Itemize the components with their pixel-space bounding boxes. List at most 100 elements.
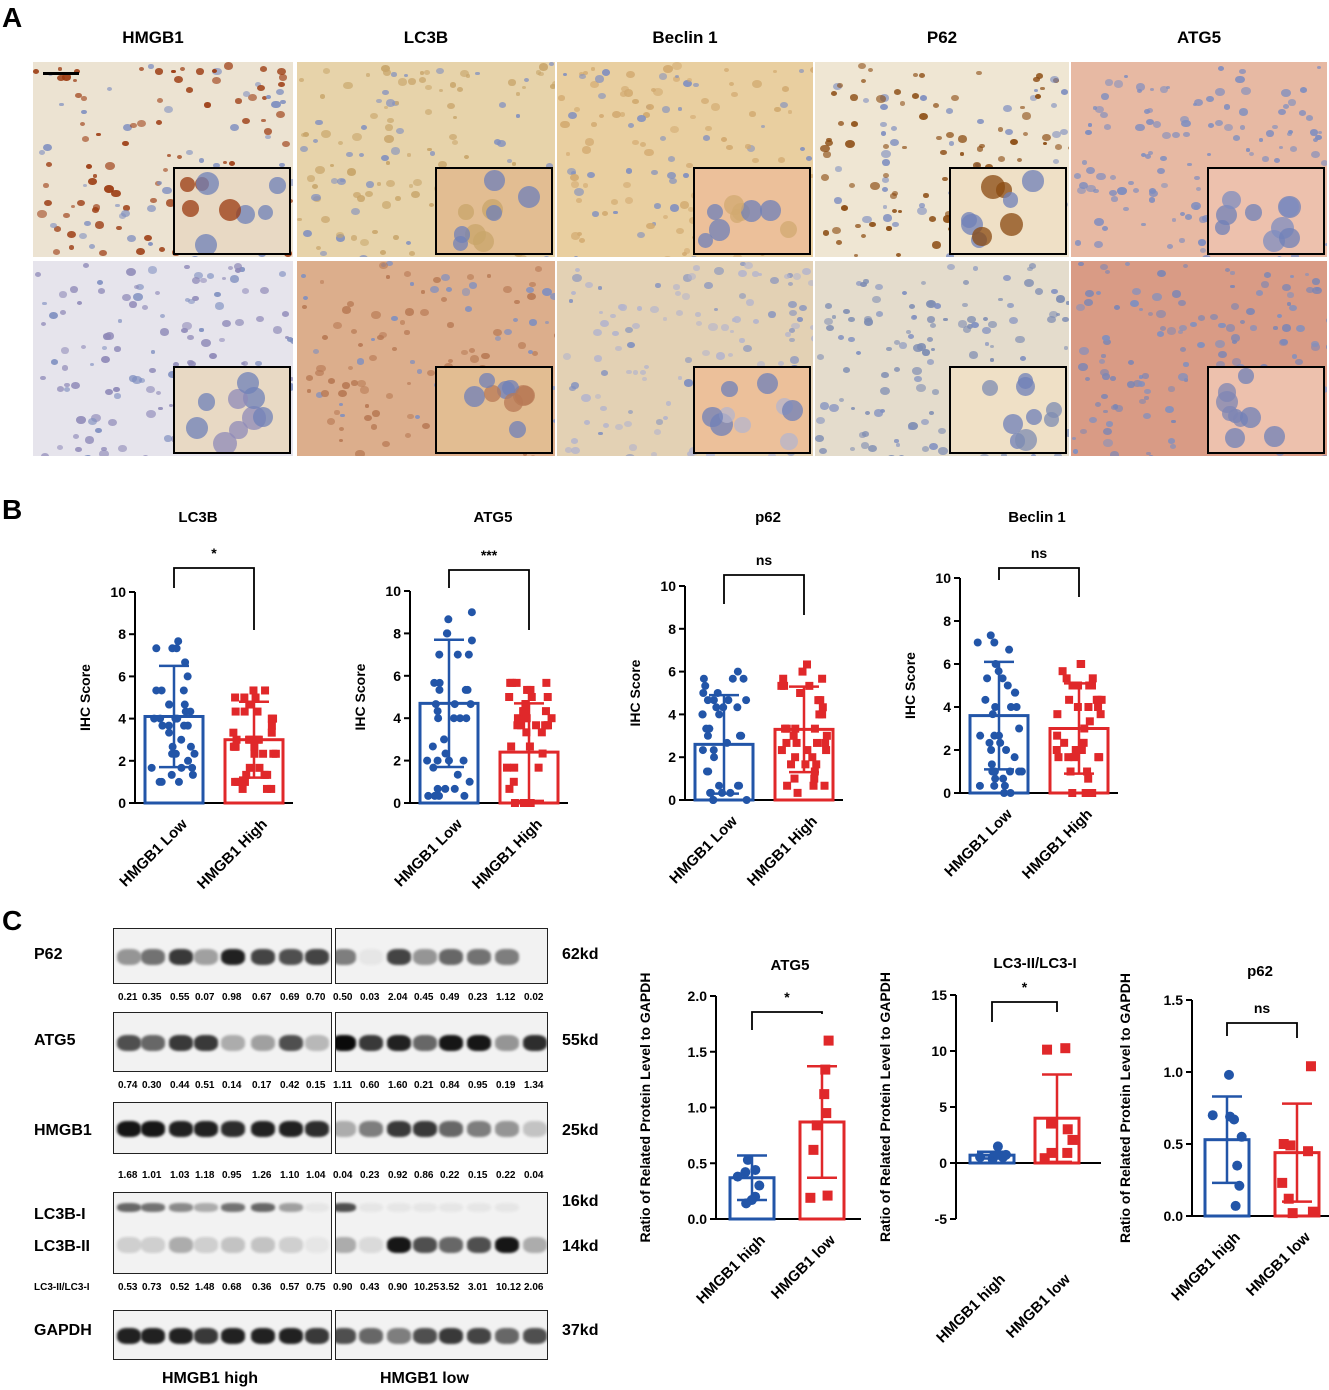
cell-nucleus: [88, 417, 98, 425]
cell-nucleus: [77, 199, 85, 206]
y-axis-label: IHC Score: [902, 652, 918, 719]
cell-nucleus: [518, 255, 527, 257]
y-tick-label: 4: [118, 711, 126, 727]
cell-nucleus: [173, 76, 183, 84]
inset-cell: [182, 200, 200, 217]
ratio-value: 2.04: [388, 992, 408, 1003]
cell-nucleus: [788, 300, 798, 308]
magnified-inset: [949, 167, 1067, 255]
cell-nucleus: [714, 267, 725, 276]
cell-nucleus: [523, 77, 530, 83]
data-point: [1011, 688, 1020, 697]
protein-band: [169, 1035, 193, 1051]
cell-nucleus: [1239, 125, 1246, 130]
cell-nucleus: [1089, 416, 1098, 424]
data-point: [463, 685, 472, 694]
data-point: [1287, 1208, 1298, 1219]
data-point: [183, 721, 192, 730]
cell-nucleus: [1289, 146, 1297, 153]
cell-nucleus: [637, 115, 646, 122]
data-point: [505, 784, 514, 793]
data-point: [534, 763, 543, 772]
cell-nucleus: [1321, 455, 1327, 456]
cell-nucleus: [222, 277, 227, 281]
cell-nucleus: [643, 111, 651, 118]
y-tick-label: 4: [393, 710, 401, 726]
cell-nucleus: [445, 287, 452, 293]
ratio-value: 1.10: [280, 1170, 300, 1181]
cell-nucleus: [396, 128, 404, 135]
cell-nucleus: [1296, 324, 1306, 333]
protein-band: [413, 1203, 437, 1212]
cell-nucleus: [1232, 358, 1242, 366]
cell-nucleus: [355, 450, 365, 456]
cell-nucleus: [625, 453, 635, 456]
cell-nucleus: [456, 87, 464, 93]
cell-nucleus: [1074, 240, 1082, 246]
densitometry-ratio-row: 0.21 0.35 0.55 0.07 0.98 0.67 0.69 0.70 0.50 0.03…: [0, 992, 560, 1006]
inset-cell: [1264, 425, 1285, 447]
cell-nucleus: [1094, 106, 1104, 114]
significance-bracket: [751, 1011, 823, 1030]
cell-nucleus: [539, 63, 549, 71]
cell-nucleus: [411, 191, 420, 198]
cell-nucleus: [980, 453, 989, 456]
data-point: [450, 700, 459, 709]
protein-band: [141, 949, 165, 965]
cell-nucleus: [1218, 65, 1225, 71]
cell-nucleus: [859, 432, 866, 438]
cell-nucleus: [739, 292, 747, 299]
cell-nucleus: [549, 62, 554, 66]
cell-nucleus: [390, 315, 398, 322]
data-point: [1066, 767, 1075, 776]
y-tick-label: 6: [668, 664, 676, 680]
cell-nucleus: [1166, 327, 1176, 335]
y-tick-label: 10: [385, 583, 401, 599]
cell-nucleus: [901, 290, 908, 296]
cell-nucleus: [684, 379, 694, 387]
inset-cell: [1238, 368, 1255, 384]
data-point: [1094, 703, 1103, 711]
cell-nucleus: [166, 153, 172, 158]
data-point: [1073, 703, 1082, 711]
cell-nucleus: [831, 226, 841, 235]
cell-nucleus: [826, 324, 834, 331]
cell-nucleus: [1273, 326, 1278, 330]
cell-nucleus: [1179, 347, 1187, 353]
cell-nucleus: [66, 231, 76, 239]
ratio-value: 0.02: [524, 992, 544, 1003]
cell-nucleus: [429, 285, 440, 294]
chart-title: ATG5: [474, 509, 513, 526]
cell-nucleus: [84, 436, 95, 445]
cell-nucleus: [385, 99, 395, 107]
cell-nucleus: [386, 275, 391, 279]
cell-nucleus: [1129, 299, 1139, 307]
cell-nucleus: [690, 114, 697, 120]
protein-band: [387, 1328, 411, 1344]
cell-nucleus: [757, 272, 762, 277]
cell-nucleus: [424, 109, 433, 116]
inset-cell: [740, 199, 763, 222]
data-point: [467, 608, 476, 617]
cell-nucleus: [1223, 123, 1233, 131]
cell-nucleus: [570, 174, 580, 182]
data-point: [510, 763, 519, 772]
cell-nucleus: [1135, 123, 1146, 132]
inset-cell: [228, 389, 249, 409]
cell-nucleus: [229, 275, 240, 283]
cell-nucleus: [997, 155, 1005, 162]
data-point: [231, 777, 240, 786]
cell-nucleus: [946, 132, 955, 139]
data-point: [462, 714, 471, 723]
cell-nucleus: [515, 91, 521, 96]
data-point: [527, 693, 536, 701]
data-point: [1046, 1147, 1057, 1158]
protein-band: [336, 1328, 356, 1344]
cell-nucleus: [946, 253, 955, 257]
cell-nucleus: [687, 273, 697, 280]
cell-nucleus: [957, 135, 967, 143]
cell-nucleus: [1031, 453, 1037, 456]
cell-nucleus: [120, 209, 130, 217]
cell-nucleus: [277, 67, 287, 76]
data-point: [994, 667, 1003, 676]
